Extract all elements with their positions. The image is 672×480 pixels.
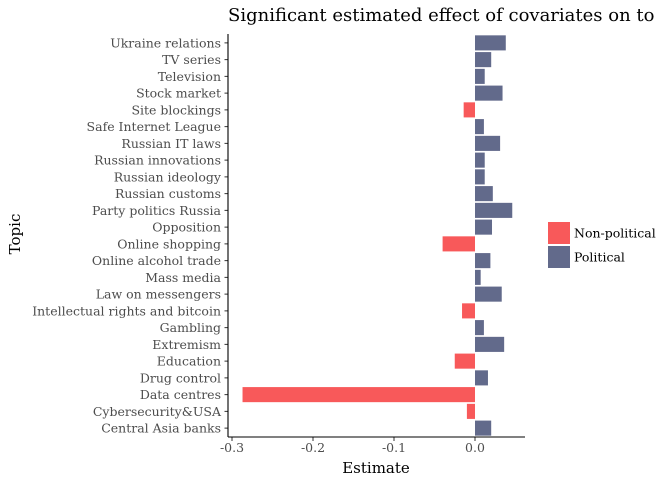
legend-key xyxy=(548,246,570,268)
y-tick-label: Cybersecurity&USA xyxy=(93,404,222,419)
legend-key xyxy=(548,222,570,244)
y-tick-label: Online shopping xyxy=(117,236,221,251)
y-tick-label: Party politics Russia xyxy=(92,203,222,218)
y-tick-label: Ukraine relations xyxy=(110,35,221,50)
y-tick-label: Law on messengers xyxy=(96,287,221,302)
bar-russian-ideology xyxy=(475,169,485,185)
bar-law-on-messengers xyxy=(475,286,502,302)
y-tick-label: Central Asia banks xyxy=(101,421,221,436)
bar-russian-it-laws xyxy=(475,135,501,151)
x-tick-label: -0.3 xyxy=(220,440,244,455)
y-tick-label: Extremism xyxy=(152,337,221,352)
y-tick-label: Site blockings xyxy=(131,102,221,117)
y-tick-label: Safe Internet League xyxy=(87,119,221,134)
bar-central-asia-banks xyxy=(475,420,492,436)
y-tick-label: Opposition xyxy=(152,220,221,235)
bar-russian-customs xyxy=(475,186,493,202)
y-tick-label: Television xyxy=(158,69,221,84)
bar-online-shopping xyxy=(442,236,475,252)
bars-group xyxy=(242,35,513,436)
bar-site-blockings xyxy=(463,102,475,118)
x-tick-label: -0.1 xyxy=(382,440,406,455)
y-tick-label: Drug control xyxy=(140,370,221,385)
y-tick-label: Russian innovations xyxy=(94,153,221,168)
bar-mass-media xyxy=(475,269,481,285)
legend-label: Political xyxy=(574,250,625,265)
y-tick-label: Russian ideology xyxy=(114,169,222,184)
y-tick-label: Education xyxy=(157,354,221,369)
x-tick-label: 0.0 xyxy=(465,440,485,455)
y-tick-label: TV series xyxy=(162,52,221,67)
chart-title: Significant estimated effect of covariat… xyxy=(228,5,654,26)
bar-ukraine-relations xyxy=(475,35,506,51)
bar-extremism xyxy=(475,336,505,352)
bar-opposition xyxy=(475,219,493,235)
legend: Non-political Political xyxy=(548,222,656,268)
y-tick-label: Gambling xyxy=(160,320,221,335)
y-tick-label: Russian customs xyxy=(115,186,221,201)
y-tick-label: Mass media xyxy=(145,270,221,285)
bar-safe-internet-league xyxy=(475,119,484,135)
bar-education xyxy=(454,353,475,369)
y-tick-label: Russian IT laws xyxy=(121,136,221,151)
bar-tv-series xyxy=(475,52,492,68)
bar-data-centres xyxy=(242,387,475,403)
y-tick-label: Stock market xyxy=(136,86,221,101)
bar-drug-control xyxy=(475,370,488,386)
y-tick-label: Data centres xyxy=(140,387,221,402)
y-tick-label: Intellectual rights and bitcoin xyxy=(32,303,221,318)
bar-party-politics-russia xyxy=(475,202,513,218)
bar-stock-market xyxy=(475,85,503,101)
y-tick-labels: Ukraine relations TV series Television Stoc… xyxy=(32,35,228,436)
bar-cybersecurity-usa xyxy=(466,403,475,419)
legend-label: Non-political xyxy=(574,226,656,241)
x-axis-title: Estimate xyxy=(342,459,410,477)
bar-online-alcohol-trade xyxy=(475,253,491,269)
y-tick-label: Online alcohol trade xyxy=(92,253,221,268)
x-tick-label: -0.2 xyxy=(301,440,325,455)
bar-russian-innovations xyxy=(475,152,485,168)
bar-intellectual-rights-and-bitcoin xyxy=(462,303,475,319)
bar-television xyxy=(475,68,485,84)
bar-gambling xyxy=(475,320,484,336)
x-axis: -0.3 -0.2 -0.1 0.0 xyxy=(220,437,485,455)
y-axis-title: Topic xyxy=(6,214,24,255)
